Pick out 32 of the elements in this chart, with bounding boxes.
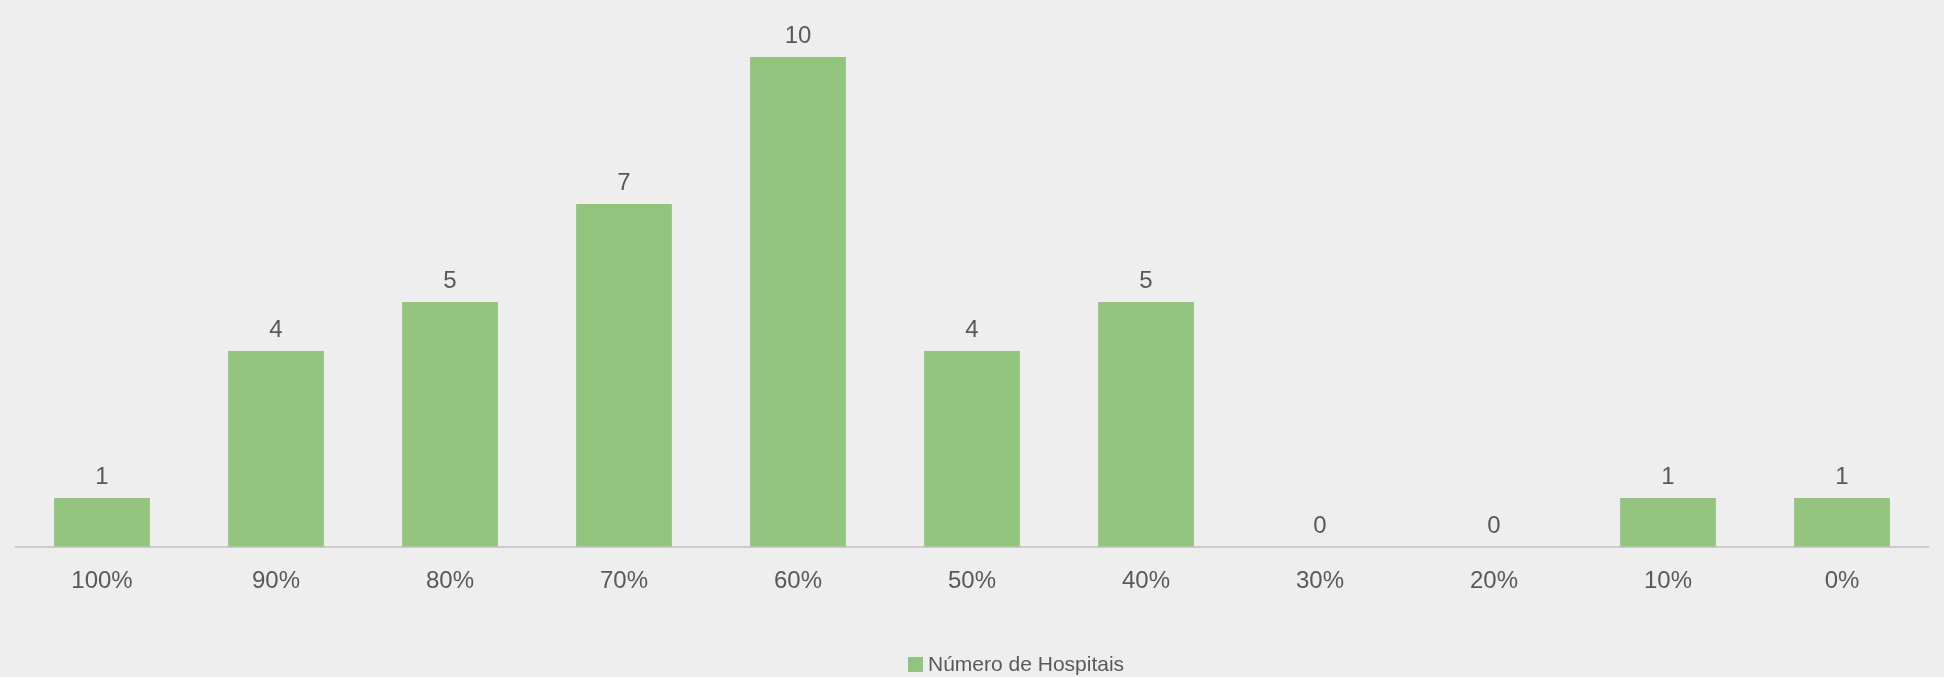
data-label: 1 (1661, 462, 1675, 489)
x-tick-label: 20% (1469, 566, 1519, 593)
data-label: 5 (443, 266, 457, 293)
x-tick-label: 70% (599, 566, 649, 593)
bar (402, 302, 498, 547)
bar (1620, 498, 1716, 547)
data-label: 7 (617, 168, 631, 195)
x-tick-label: 90% (251, 566, 301, 593)
bar (750, 57, 846, 547)
data-label: 0 (1487, 511, 1501, 538)
bar (54, 498, 150, 547)
legend-label: Número de Hospitais (928, 652, 1125, 675)
x-tick-label: 60% (773, 566, 823, 593)
data-label: 0 (1313, 511, 1327, 538)
data-label: 4 (965, 315, 979, 342)
x-tick-label: 40% (1121, 566, 1171, 593)
x-tick-label: 10% (1643, 566, 1693, 593)
x-tick-label: 0% (1824, 566, 1860, 593)
x-tick-label: 50% (947, 566, 997, 593)
data-label: 10 (784, 21, 812, 48)
bar (228, 351, 324, 547)
bar (576, 204, 672, 547)
data-label: 1 (95, 462, 109, 489)
data-label: 4 (269, 315, 283, 342)
x-tick-label: 100% (71, 566, 133, 593)
bar (1794, 498, 1890, 547)
data-label: 5 (1139, 266, 1153, 293)
bar (924, 351, 1020, 547)
x-tick-label: 80% (425, 566, 475, 593)
x-tick-label: 30% (1295, 566, 1345, 593)
data-label: 1 (1835, 462, 1849, 489)
bar (1098, 302, 1194, 547)
